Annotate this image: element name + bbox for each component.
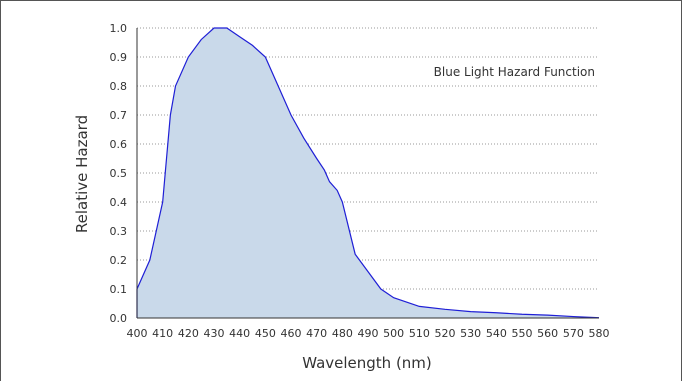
y-tick-label: 0.5 [110,167,128,180]
x-tick-labels: 400 410 420 430 440 450 460 470 480 490 500 510 520 5… [127,327,610,340]
hazard-area-fill [137,28,599,318]
x-tick-label: 410 [152,327,173,340]
x-axis-title: Wavelength (nm) [302,354,432,372]
x-tick-label: 450 [255,327,276,340]
x-tick-label: 420 [178,327,199,340]
x-tick-label: 430 [204,327,225,340]
x-tick-label: 530 [460,327,481,340]
x-tick-label: 560 [537,327,558,340]
x-tick-label: 550 [512,327,533,340]
x-tick-label: 540 [486,327,507,340]
x-tick-label: 570 [563,327,584,340]
x-tick-label: 480 [332,327,353,340]
x-tick-label: 440 [229,327,250,340]
y-tick-label: 0.7 [110,109,128,122]
y-tick-labels: 0.0 0.1 0.2 0.3 0.4 0.5 0.6 0.7 0.8 0.9 1.0 [110,22,128,325]
y-tick-label: 0.3 [110,225,128,238]
x-tick-label: 510 [409,327,430,340]
frame-top-edge [0,0,682,1]
y-tick-label: 1.0 [110,22,128,35]
y-tick-label: 0.2 [110,254,128,267]
frame-left-edge [0,0,1,381]
y-tick-label: 0.9 [110,51,128,64]
hazard-curve-line [136,27,600,319]
x-tick-label: 400 [127,327,148,340]
y-tick-label: 0.4 [110,196,128,209]
x-tick-label: 580 [589,327,610,340]
y-axis-title: Relative Hazard [73,115,91,233]
y-tick-label: 0.0 [110,312,128,325]
x-tick-label: 470 [306,327,327,340]
x-tick-label: 500 [383,327,404,340]
y-tick-label: 0.1 [110,283,128,296]
y-tick-label: 0.6 [110,138,128,151]
x-tick-label: 490 [358,327,379,340]
x-tick-label: 520 [435,327,456,340]
curve-annotation: Blue Light Hazard Function [434,65,595,79]
y-tick-label: 0.8 [110,80,128,93]
x-tick-label: 460 [281,327,302,340]
